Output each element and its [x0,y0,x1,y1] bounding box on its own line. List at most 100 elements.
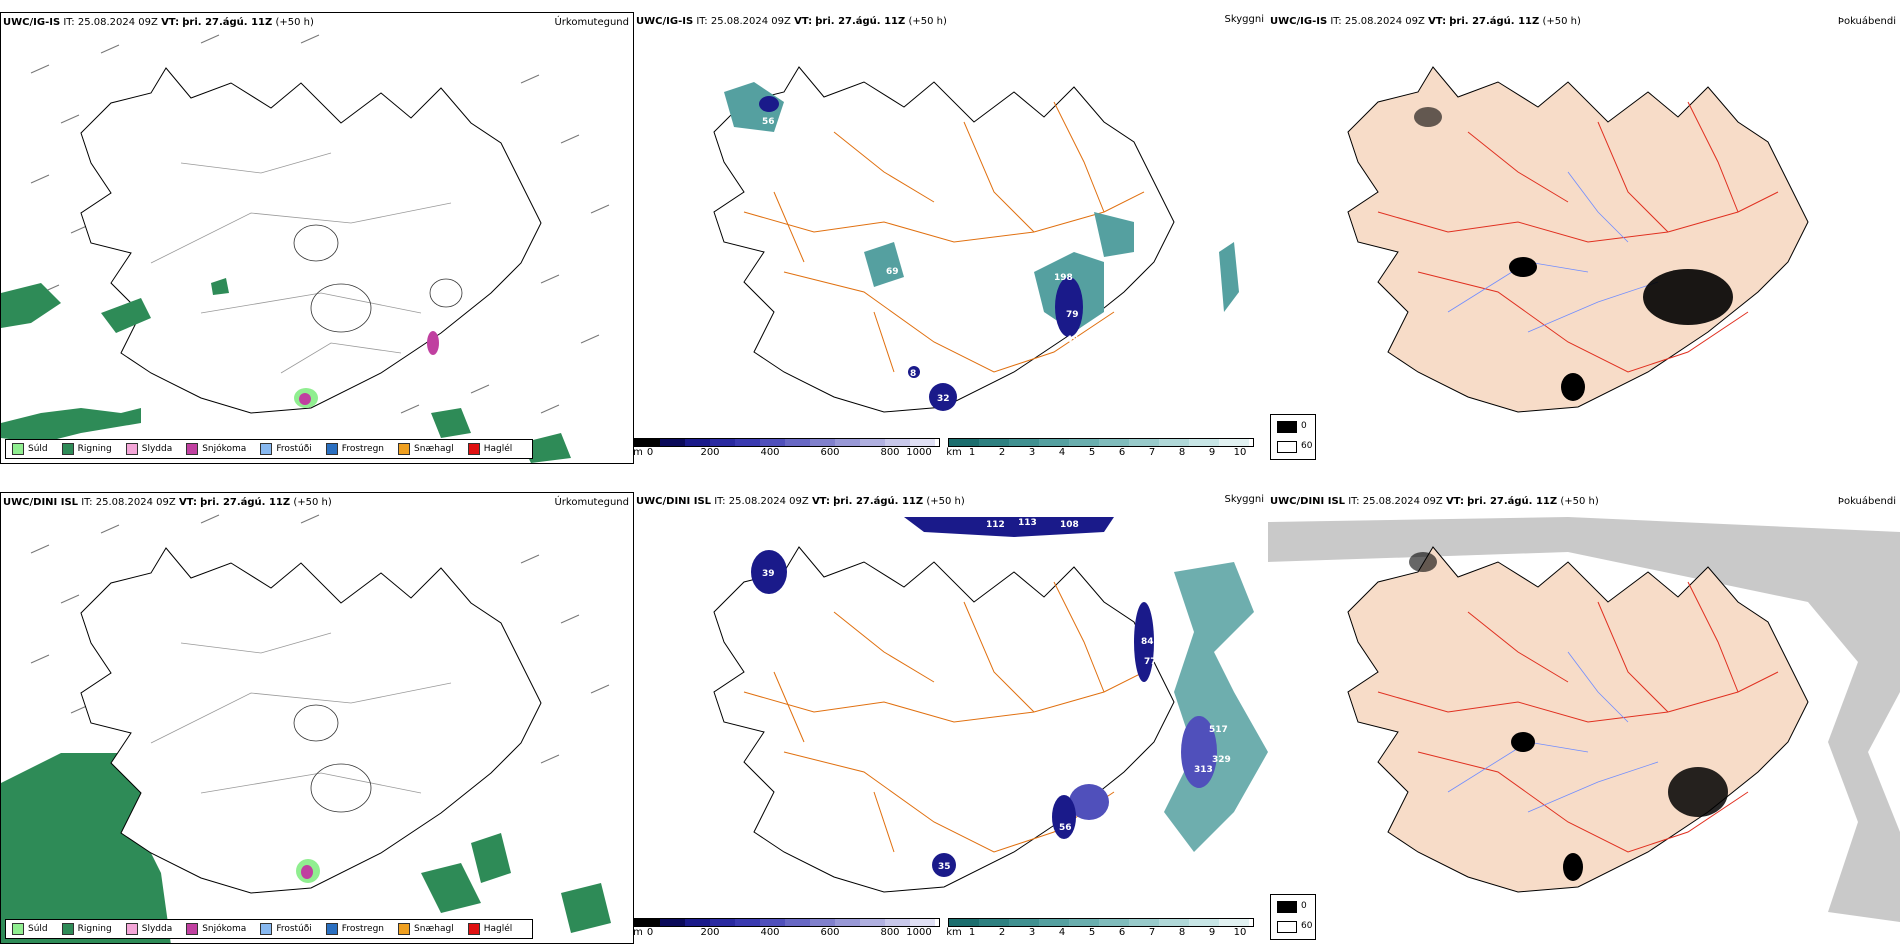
colorbar-tick: 3 [1028,927,1036,938]
colorbar-tick: 4 [1058,927,1066,938]
vis-colorbar-body: km 1 2 3 4 5 6 7 8 9 10 [946,918,1254,939]
precip-legend: Súld Rigning Slydda Snjókoma Frostúði Fr… [5,439,534,459]
legend-item-haglel: Haglél [467,443,513,455]
legend-swatch [398,923,411,935]
forecast-offset: (+50 h) [926,496,965,507]
ceiling-label: 113 [1018,518,1037,528]
rain-areas [1,278,571,463]
model-name: UWC/IG-IS [1270,16,1328,27]
ceiling-areas [751,550,1217,877]
ceiling-label: 56 [762,117,775,127]
fog-legend: 0 60 [1270,414,1316,460]
ceiling-colorbar: m 0 200 400 600 800 1000 km 1 2 3 4 5 6 … [634,438,1254,459]
fog-areas [1409,552,1728,881]
panel-title: UWC/IG-IS IT: 25.08.2024 09Z VT: þri. 27… [1270,16,1581,27]
field-name: Þokuábendi [1837,496,1896,507]
legend-item-snaehagl: Snæhagl [398,923,454,935]
forecast-offset: (+50 h) [908,16,947,27]
legend-item-snjokoma: Snjókoma [186,443,246,455]
legend-label: Súld [28,924,48,934]
model-name: UWC/DINI ISL [1270,496,1346,507]
colorbar-tick: 7 [1148,447,1156,458]
legend-item-frostudi: Frostúði [260,923,312,935]
fog-legend-low: 0 [1301,901,1307,911]
legend-swatch [61,923,74,935]
legend-swatch [467,443,480,455]
ceiling-label: 108 [1060,520,1079,530]
legend-swatch [61,443,74,455]
field-name: Þokuábendi [1837,16,1896,27]
ceiling-colorbar: m 0 200 400 600 800 1000 km 1 2 3 4 5 6 … [634,918,1254,939]
legend-label: Frostúði [276,924,312,934]
colorbar-tick: 7 [1148,927,1156,938]
legend-swatch [260,443,273,455]
legend-item-sudl: Súld [12,443,48,455]
road-network [743,101,1145,373]
forecast-offset: (+50 h) [293,497,332,508]
ceiling-colorbar-body: m 0 200 400 600 800 1000 [634,918,940,939]
colorbar-tick: 200 [700,927,720,938]
legend-label: Súld [28,444,48,454]
snow-areas [296,859,320,883]
colorbar-tick: 1000 [906,927,932,938]
legend-label: Snæhagl [414,444,454,454]
ceiling-label: 216 [1084,745,1103,755]
legend-label: Haglél [483,444,513,454]
legend-swatch [125,443,138,455]
colorbar-tick: 5 [1088,927,1096,938]
colorbar-unit: m [634,927,643,938]
ceiling-label: 8 [910,369,916,379]
legend-item-frostudi: Frostúði [260,443,312,455]
legend-item-rigning: Rigning [61,443,112,455]
fog-legend-swatch-low [1277,901,1297,913]
ceiling-label: 49 [1066,335,1079,345]
valid-time-label: VT: [178,497,197,508]
colorbar-tick: 600 [820,447,840,458]
panel-title: UWC/DINI ISL IT: 25.08.2024 09Z VT: þri.… [1270,496,1599,507]
fog-panel-dini-isl: UWC/DINI ISL IT: 25.08.2024 09Z VT: þri.… [1268,492,1900,944]
legend-swatch [398,443,411,455]
colorbar-tick: 1 [968,447,976,458]
legend-swatch [325,923,338,935]
colorbar-tick: 10 [1233,447,1247,458]
fog-legend: 0 60 [1270,894,1316,940]
fog-map-dini-isl [1268,517,1900,922]
ceiling-label: 56 [1059,823,1072,833]
colorbar-tick: 0 [646,927,654,938]
panel-title: UWC/DINI ISL IT: 25.08.2024 09Z VT: þri.… [3,497,332,508]
colorbar-tick: 9 [1208,927,1216,938]
legend-label: Frostregn [341,444,385,454]
colorbar-tick: 6 [1118,927,1126,938]
legend-label: Rigning [77,444,112,454]
vis-colorbar-body: km 1 2 3 4 5 6 7 8 9 10 [946,438,1254,459]
fog-legend-low: 0 [1301,421,1307,431]
forecast-offset: (+50 h) [1560,496,1599,507]
ceiling-label: 99 [1072,765,1085,775]
panel-title: UWC/DINI ISL IT: 25.08.2024 09Z VT: þri.… [636,496,965,507]
precip-type-panel-dini-isl: UWC/DINI ISL IT: 25.08.2024 09Z VT: þri.… [0,492,634,944]
ceiling-label: 77 [1144,657,1157,667]
valid-time-label: VT: [1428,16,1447,27]
ceiling-label: 35 [938,862,951,872]
init-time: IT: 25.08.2024 09Z [1330,16,1425,27]
internal-contours [150,152,463,374]
colorbar-tick: 1 [968,927,976,938]
colorbar-tick: 3 [1028,447,1036,458]
fog-legend-swatch-low [1277,421,1297,433]
road-network [743,581,1145,853]
colorbar-tick: 6 [1118,447,1126,458]
ceiling-label: 84 [1104,287,1117,297]
fog-legend-high: 60 [1301,921,1313,931]
ceiling-label: 156 [1034,780,1053,790]
ceiling-label: 106 [782,117,801,127]
valid-time-value: þri. 27.ágú. 11Z [833,496,924,507]
colorbar-unit: km [946,447,962,458]
ceiling-label: 66 [1112,263,1125,273]
valid-time-label: VT: [1445,496,1464,507]
legend-label: Slydda [141,924,173,934]
internal-contours [150,632,452,813]
legend-item-rigning: Rigning [61,923,112,935]
model-name: UWC/IG-IS [636,16,694,27]
ceiling-band-north [904,517,1114,537]
ceiling-label: 85 [1144,579,1157,589]
